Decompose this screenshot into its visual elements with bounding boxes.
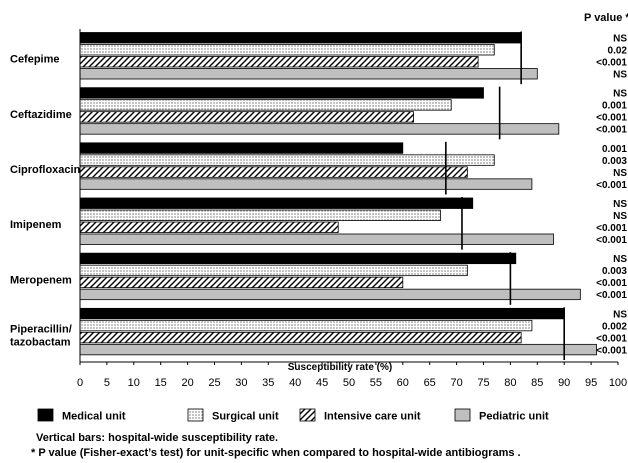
bar-intensive-care-unit [79,331,522,344]
category-label: Imipenem [10,219,62,231]
x-tick-label: 20 [181,377,193,389]
pvalue-label: <0.001 [596,58,627,69]
x-tick-label: 5 [104,377,110,389]
pvalue-label: NS [613,254,627,265]
x-tick-label: 15 [155,377,167,389]
category-label: Cefepime [10,54,60,66]
legend-label: Medical unit [62,411,126,423]
bar-pediatric-unit [79,288,581,301]
bar-surgical-unit [79,154,495,166]
category-label: Ceftazidime [10,109,72,121]
bar-pediatric-unit [79,233,554,245]
bar-surgical-unit [79,44,495,56]
pvalue-label: <0.001 [596,290,627,301]
x-tick-label: 10 [128,377,140,389]
pvalue-label: <0.001 [596,235,627,246]
bar-medical-unit [79,307,565,320]
bar-medical-unit [79,32,522,44]
legend-label: Pediatric unit [479,411,549,423]
bar-surgical-unit [79,99,452,111]
bar-pediatric-unit [79,343,597,356]
bar-pediatric-unit [79,123,560,135]
x-tick-label: 0 [77,377,83,389]
bar-surgical-unit [79,209,441,221]
x-tick-label: 45 [316,377,328,389]
pvalue-label: <0.001 [596,125,627,136]
pvalue-label: <0.001 [596,345,627,356]
footnote: * P value (Fisher-exact’s test) for unit… [31,447,521,459]
legend-label: Intensive care unit [324,411,421,423]
bar-intensive-care-unit [79,56,479,68]
legend-swatch [454,408,471,422]
x-tick-label: 85 [531,377,543,389]
pvalue-label: 0.003 [602,156,627,167]
pvalue-label: 0.003 [602,266,627,277]
pvalue-header: P value * [584,12,628,24]
pvalue-label: 0.001 [602,101,627,112]
pvalue-label: <0.001 [596,333,627,344]
x-tick-label: 65 [424,377,436,389]
pvalue-label: <0.001 [596,278,627,289]
bar-pediatric-unit [79,178,533,190]
x-tick-label: 90 [558,377,570,389]
pvalue-label: NS [613,211,627,222]
x-tick-label: 100 [609,377,627,389]
pvalue-label: 0.02 [608,46,628,57]
pvalue-label: NS [613,70,627,81]
category-label: Ciprofloxacin [10,164,81,176]
bar-medical-unit [79,197,474,209]
x-tick-label: 80 [504,377,516,389]
x-tick-label: 50 [343,377,355,389]
pvalue-label: NS [613,168,627,179]
bar-intensive-care-unit [79,166,468,178]
legend-swatch [299,408,316,422]
pvalue-label: NS [613,89,627,100]
x-tick-label: 60 [397,377,409,389]
pvalue-label: 0.001 [602,144,627,155]
pvalue-label: 0.002 [602,321,627,332]
x-tick-label: 40 [289,377,301,389]
x-tick-label: 75 [477,377,489,389]
bar-intensive-care-unit [79,111,414,123]
legend-label: Surgical unit [212,411,279,423]
x-tick-label: 95 [585,377,597,389]
pvalue-label: NS [613,199,627,210]
pvalue-label: NS [613,34,627,45]
bar-medical-unit [79,142,404,154]
bar-surgical-unit [79,319,533,332]
x-tick-label: 30 [235,377,247,389]
x-axis-label: Susceptibility rate (%) [288,362,392,373]
x-tick-label: 55 [370,377,382,389]
bar-medical-unit [79,87,484,99]
bar-pediatric-unit [79,68,538,80]
bar-intensive-care-unit [79,276,404,289]
bar-intensive-care-unit [79,221,339,233]
category-label: Meropenem [10,274,72,286]
bar-medical-unit [79,252,517,265]
category-label: Piperacillin/ [10,323,72,335]
pvalue-label: <0.001 [596,180,627,191]
x-tick-label: 25 [208,377,220,389]
legend-swatch [37,408,54,422]
pvalue-label: NS [613,309,627,320]
category-label: tazobactam [10,336,71,348]
legend-swatch [187,408,204,422]
x-tick-label: 70 [450,377,462,389]
pvalue-label: <0.001 [596,113,627,124]
x-tick-label: 35 [262,377,274,389]
vertical-bars-note: Vertical bars: hospital-wide susceptibil… [36,432,279,444]
pvalue-label: <0.001 [596,223,627,234]
bar-surgical-unit [79,264,468,277]
